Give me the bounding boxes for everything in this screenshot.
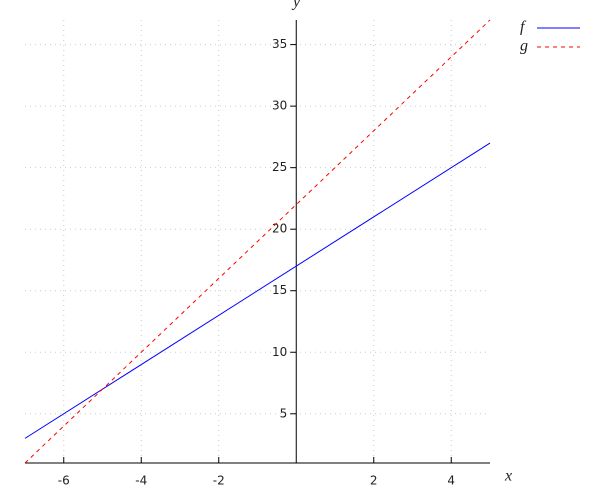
x-tick-label: 2 xyxy=(370,474,378,488)
legend-label: f xyxy=(520,19,527,36)
x-tick-label: -4 xyxy=(135,474,147,488)
y-tick-label: 5 xyxy=(280,406,288,420)
y-tick-label: 35 xyxy=(272,37,287,51)
y-tick-label: 15 xyxy=(272,283,287,297)
series-line xyxy=(24,19,491,464)
y-tick-label: 30 xyxy=(272,99,287,113)
y-axis-label: y xyxy=(291,0,301,11)
y-tick-label: 10 xyxy=(272,345,287,359)
x-tick-label: 4 xyxy=(447,474,455,488)
x-tick-label: -6 xyxy=(58,474,70,488)
x-axis-label: x xyxy=(504,468,512,485)
x-tick-label: -2 xyxy=(213,474,225,488)
y-tick-label: 20 xyxy=(272,222,287,236)
y-tick-label: 25 xyxy=(272,160,287,174)
legend-label: g xyxy=(520,38,528,55)
